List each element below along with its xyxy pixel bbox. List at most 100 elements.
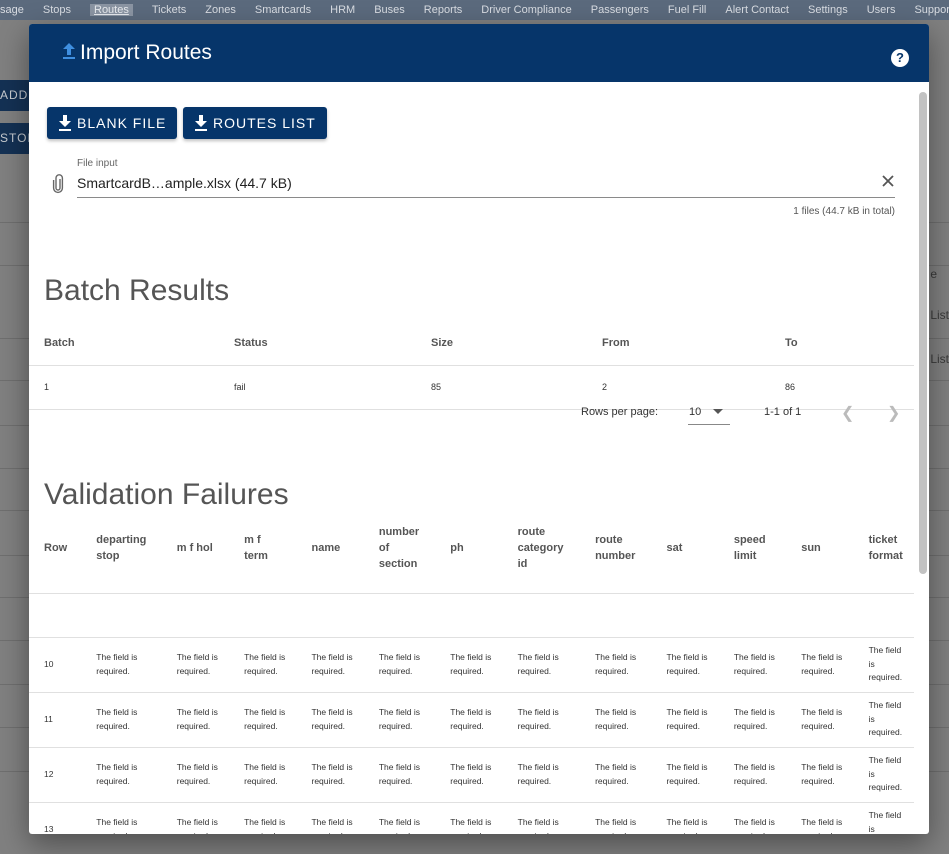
column-header[interactable]: Row: [29, 504, 82, 594]
nav-item[interactable]: Zones: [205, 4, 236, 16]
column-header[interactable]: route category id: [502, 504, 581, 594]
error-cell: The field is required.: [296, 747, 364, 803]
validation-failures-table: Row departing stop m f hol m f term name number…: [29, 504, 914, 834]
table-row: 1 fail 85 2 86: [29, 365, 914, 410]
nav-item[interactable]: Fuel Fill: [667, 4, 707, 16]
dialog-title: Import Routes: [80, 41, 212, 64]
column-header[interactable]: sat: [651, 504, 719, 594]
clear-icon[interactable]: [881, 174, 895, 188]
upload-icon: [63, 43, 75, 59]
error-cell: The field is required.: [502, 692, 581, 748]
nav-item[interactable]: sage: [0, 4, 24, 16]
error-cell: The field is required.: [229, 747, 297, 803]
paperclip-icon[interactable]: [52, 174, 64, 194]
nav-item[interactable]: Smartcards: [254, 4, 312, 16]
file-input-value[interactable]: SmartcardB…ample.xlsx (44.7 kB): [77, 175, 292, 191]
error-cell: The field is required.: [296, 802, 364, 834]
nav-item[interactable]: Users: [866, 4, 896, 16]
column-header[interactable]: Batch: [29, 322, 219, 366]
chevron-right-icon[interactable]: ❯: [887, 405, 901, 422]
nav-item[interactable]: Routes: [90, 4, 133, 16]
column-header[interactable]: m f term: [229, 504, 297, 594]
help-icon[interactable]: ?: [891, 49, 909, 67]
error-cell: The field is required.: [580, 692, 652, 748]
nav-item[interactable]: Tickets: [151, 4, 187, 16]
column-header-text: category: [517, 542, 564, 555]
table-header-row: Row departing stop m f hol m f term name number…: [29, 504, 914, 594]
error-cell: The field is required.: [718, 747, 787, 803]
column-header[interactable]: departing stop: [81, 504, 162, 594]
error-cell: The field is required.: [853, 747, 914, 803]
column-header-text: of: [378, 542, 390, 555]
column-header-text: Row: [44, 542, 68, 555]
rows-per-page-select[interactable]: 10: [689, 406, 702, 418]
bg-cell: List: [930, 352, 949, 366]
chevron-left-icon[interactable]: ❮: [841, 405, 855, 422]
table-row: 10 The field is required. The field is req…: [29, 637, 914, 693]
scrollbar[interactable]: [919, 92, 927, 574]
column-header-text: name: [311, 542, 341, 555]
blank-file-label: BLANK FILE: [77, 115, 167, 131]
error-cell: The field is required.: [580, 637, 652, 693]
bg-add-button: ADD: [0, 80, 30, 111]
error-cell: The field is required.: [81, 692, 162, 748]
table-row: 12 The field is required. The field is req…: [29, 747, 914, 803]
column-header[interactable]: m f hol: [161, 504, 230, 594]
column-header[interactable]: ph: [435, 504, 503, 594]
error-cell: The field is required.: [718, 692, 787, 748]
error-cell: The field is required.: [363, 802, 436, 834]
nav-item[interactable]: Support: [914, 4, 949, 16]
column-header[interactable]: sun: [786, 504, 854, 594]
error-cell: The field is required.: [296, 692, 364, 748]
error-cell: The field is required.: [580, 802, 652, 834]
error-cell: The field is required.: [161, 637, 230, 693]
error-cell: The field is required.: [229, 692, 297, 748]
column-header[interactable]: To: [770, 322, 914, 366]
caret-down-icon[interactable]: [713, 409, 723, 414]
top-nav: sage Stops Routes Tickets Zones Smartcards HRM…: [0, 0, 949, 20]
nav-item[interactable]: Stops: [42, 4, 71, 16]
error-cell: The field is required.: [229, 802, 297, 834]
error-cell: The field is required.: [786, 747, 854, 803]
column-header-text: number: [595, 550, 636, 563]
column-header[interactable]: Size: [416, 322, 587, 366]
nav-item[interactable]: Driver Compliance: [481, 4, 572, 16]
error-cell: The field is required.: [81, 637, 162, 693]
column-header[interactable]: Status: [219, 322, 416, 366]
table-row: 11 The field is required. The field is req…: [29, 692, 914, 748]
nav-item[interactable]: Reports: [423, 4, 463, 16]
error-cell: The field is required.: [363, 747, 436, 803]
error-cell: The field is required.: [651, 692, 719, 748]
size-cell: 85: [416, 365, 587, 410]
batch-cell: 1: [29, 365, 219, 410]
column-header-text: format: [868, 550, 903, 563]
error-cell: The field is required.: [786, 692, 854, 748]
nav-item[interactable]: Alert Contact: [725, 4, 789, 16]
routes-list-label: ROUTES LIST: [213, 115, 316, 131]
column-header[interactable]: From: [587, 322, 770, 366]
nav-item[interactable]: HRM: [330, 4, 356, 16]
dialog-header: Import Routes ?: [29, 24, 929, 82]
column-header[interactable]: speed limit: [718, 504, 787, 594]
error-cell: The field is required.: [161, 692, 230, 748]
blank-file-button[interactable]: BLANK FILE: [47, 107, 178, 139]
nav-item[interactable]: Settings: [807, 4, 848, 16]
error-cell: The field is required.: [786, 637, 854, 693]
column-header[interactable]: number of section: [363, 504, 436, 594]
nav-item[interactable]: Passengers: [590, 4, 649, 16]
column-header[interactable]: ticket format: [853, 504, 914, 594]
routes-list-button[interactable]: ROUTES LIST: [183, 107, 327, 139]
import-routes-dialog: Import Routes ? BLANK FILE ROUTES LIST F…: [29, 24, 929, 834]
error-cell: The field is required.: [81, 802, 162, 834]
error-cell: The field is required.: [853, 637, 914, 693]
bg-stop-button: STOP: [0, 123, 30, 154]
error-cell: The field is required.: [651, 747, 719, 803]
column-header[interactable]: route number: [580, 504, 652, 594]
nav-item[interactable]: Buses: [374, 4, 405, 16]
error-cell: The field is required.: [651, 802, 719, 834]
column-header-text: m f: [244, 534, 261, 547]
column-header-text: ph: [450, 542, 464, 555]
row-number-cell: 10: [29, 637, 82, 693]
column-header[interactable]: name: [296, 504, 364, 594]
